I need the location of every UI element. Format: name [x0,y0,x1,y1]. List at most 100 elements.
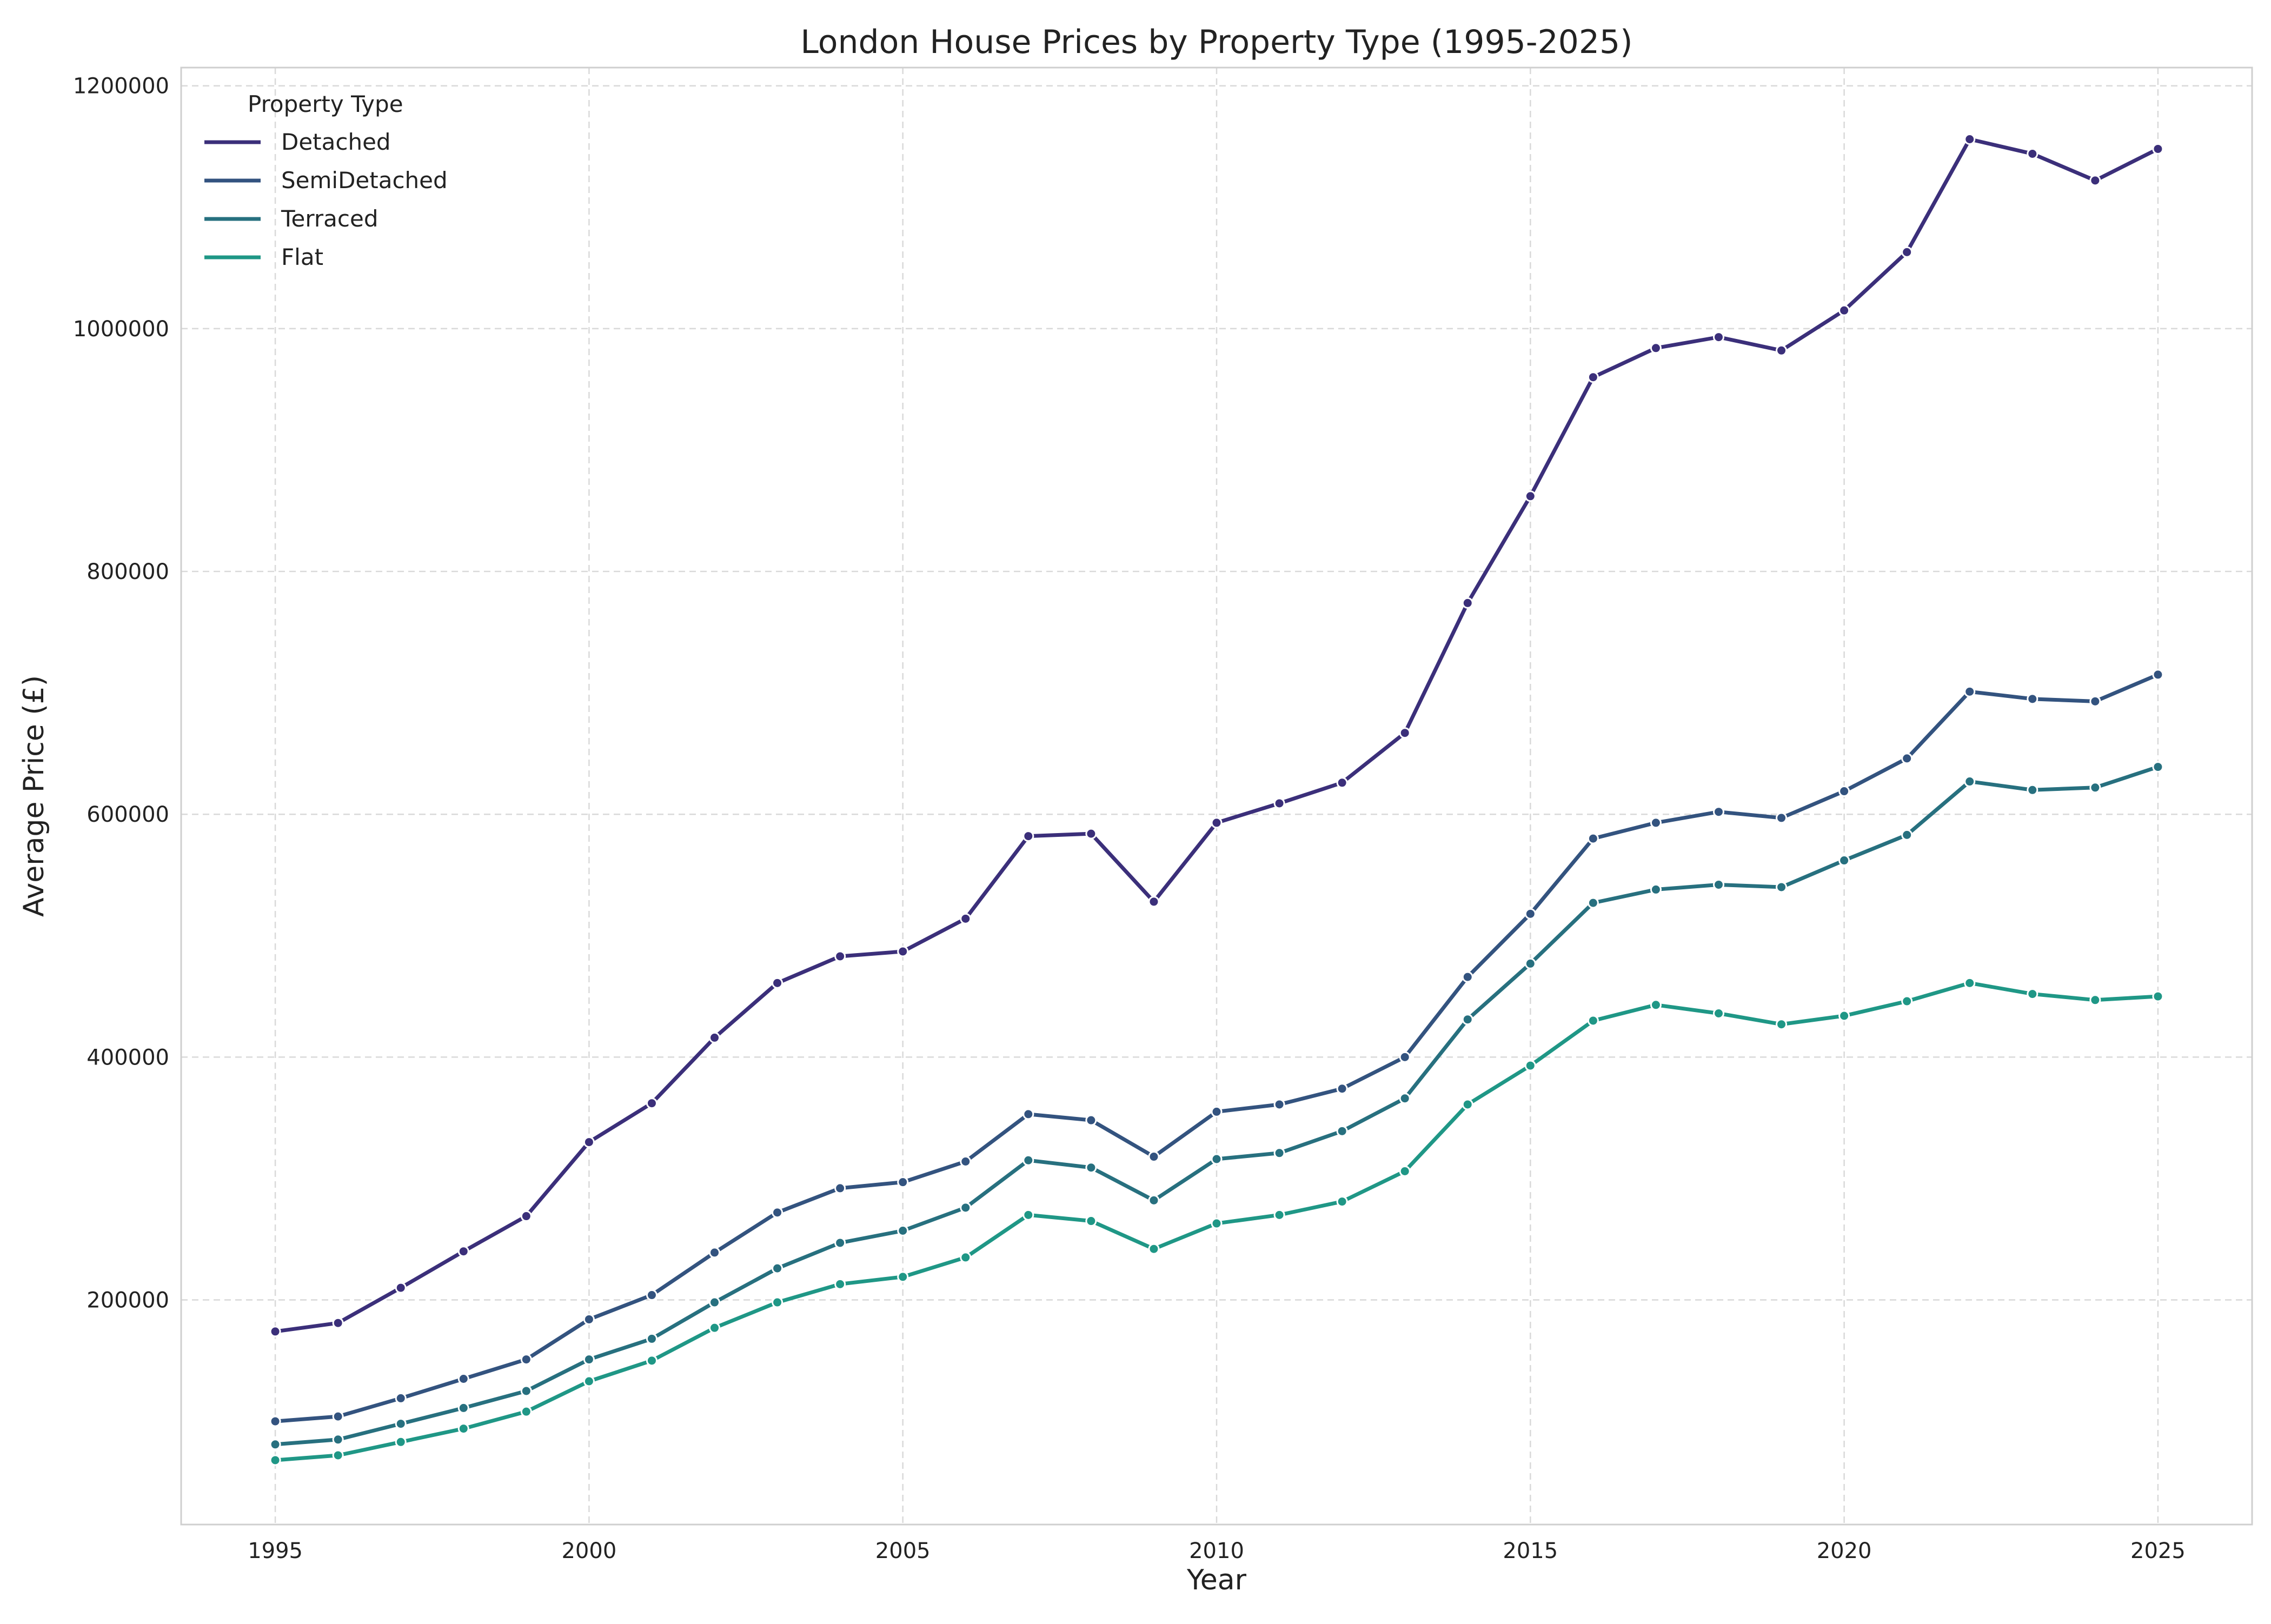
x-tick-label: 2005 [875,1539,931,1563]
data-point [269,1439,281,1450]
data-point [2089,695,2101,707]
data-point [1776,344,1788,356]
data-point [1273,797,1285,809]
data-point [834,1278,846,1290]
data-point [2027,148,2038,159]
data-point [1524,490,1536,502]
x-tick-label: 2000 [561,1539,616,1563]
data-point [2152,761,2164,773]
data-point [2152,669,2164,681]
data-point [457,1246,469,1257]
data-point [583,1354,595,1366]
data-point [1587,371,1599,383]
data-point [1587,1015,1599,1027]
data-point [1587,897,1599,909]
data-point [897,1225,909,1237]
data-point [583,1375,595,1387]
chart-title: London House Prices by Property Type (19… [800,23,1632,61]
data-point [583,1313,595,1325]
data-point [457,1423,469,1435]
series-flat [269,977,2164,1466]
data-point [1838,786,1850,797]
x-tick-label: 1995 [248,1539,303,1563]
x-tick-label: 2025 [2130,1539,2186,1563]
data-point [897,1176,909,1188]
series-semidetached [269,669,2164,1427]
data-point [1148,896,1160,908]
data-point [646,1097,658,1109]
data-point [1085,1215,1097,1227]
data-point [1524,1060,1536,1071]
data-point [1712,1008,1724,1020]
data-point [2027,988,2038,1000]
data-point [269,1326,281,1337]
data-point [1336,1083,1348,1095]
y-tick-label: 600000 [87,802,169,827]
x-tick-label: 2010 [1189,1539,1244,1563]
data-point [2152,990,2164,1002]
data-point [1399,1165,1411,1177]
data-point [1273,1147,1285,1159]
data-point [1022,830,1034,842]
legend: Property Type Detached SemiDetached Terrac… [204,91,448,270]
data-point [2089,782,2101,794]
data-point [1776,881,1788,893]
data-point [834,1237,846,1249]
data-point [332,1317,344,1329]
data-point [960,1155,972,1167]
y-tick-label: 200000 [87,1288,169,1313]
data-point [1336,777,1348,789]
data-point [646,1355,658,1367]
data-point [1650,817,1662,829]
data-point [1399,1051,1411,1063]
data-point [583,1136,595,1148]
legend-title: Property Type [248,91,403,117]
data-point [520,1406,532,1417]
y-tick-label: 800000 [87,560,169,584]
data-point [1336,1196,1348,1208]
data-point [834,1182,846,1194]
data-point [1462,1014,1473,1026]
data-point [395,1282,407,1294]
data-point [772,1262,783,1274]
x-axis-label: Year [1186,1564,1247,1596]
x-tick-label: 2015 [1503,1539,1558,1563]
y-tick-labels: 200000 400000 600000 800000 1000000 1200000 [73,74,169,1313]
data-point [1273,1099,1285,1110]
data-point [1838,304,1850,316]
y-tick-label: 1000000 [73,317,169,342]
data-point [1148,1151,1160,1163]
data-point [772,977,783,989]
series-detached [269,134,2164,1337]
data-point [2027,693,2038,705]
legend-entry-label: Terraced [281,205,378,232]
data-point [960,913,972,924]
data-point [1148,1194,1160,1206]
data-point [1022,1209,1034,1221]
data-point [1901,829,1913,841]
data-point [772,1207,783,1219]
data-point [457,1402,469,1414]
data-point [1211,1106,1223,1117]
data-point [2027,784,2038,796]
data-point [1148,1243,1160,1255]
data-point [395,1392,407,1404]
data-point [1462,971,1473,983]
data-point [1712,331,1724,343]
data-point [1211,1217,1223,1229]
data-point [1524,908,1536,920]
data-point [772,1296,783,1308]
data-point [1085,1162,1097,1174]
data-point [834,950,846,962]
data-point [709,1322,721,1334]
data-point [1838,855,1850,867]
data-point [269,1454,281,1466]
data-point [1964,776,1976,788]
data-point [1085,1114,1097,1126]
data-point [332,1449,344,1461]
data-point [1462,597,1473,609]
data-point [395,1436,407,1448]
data-point [709,1031,721,1043]
